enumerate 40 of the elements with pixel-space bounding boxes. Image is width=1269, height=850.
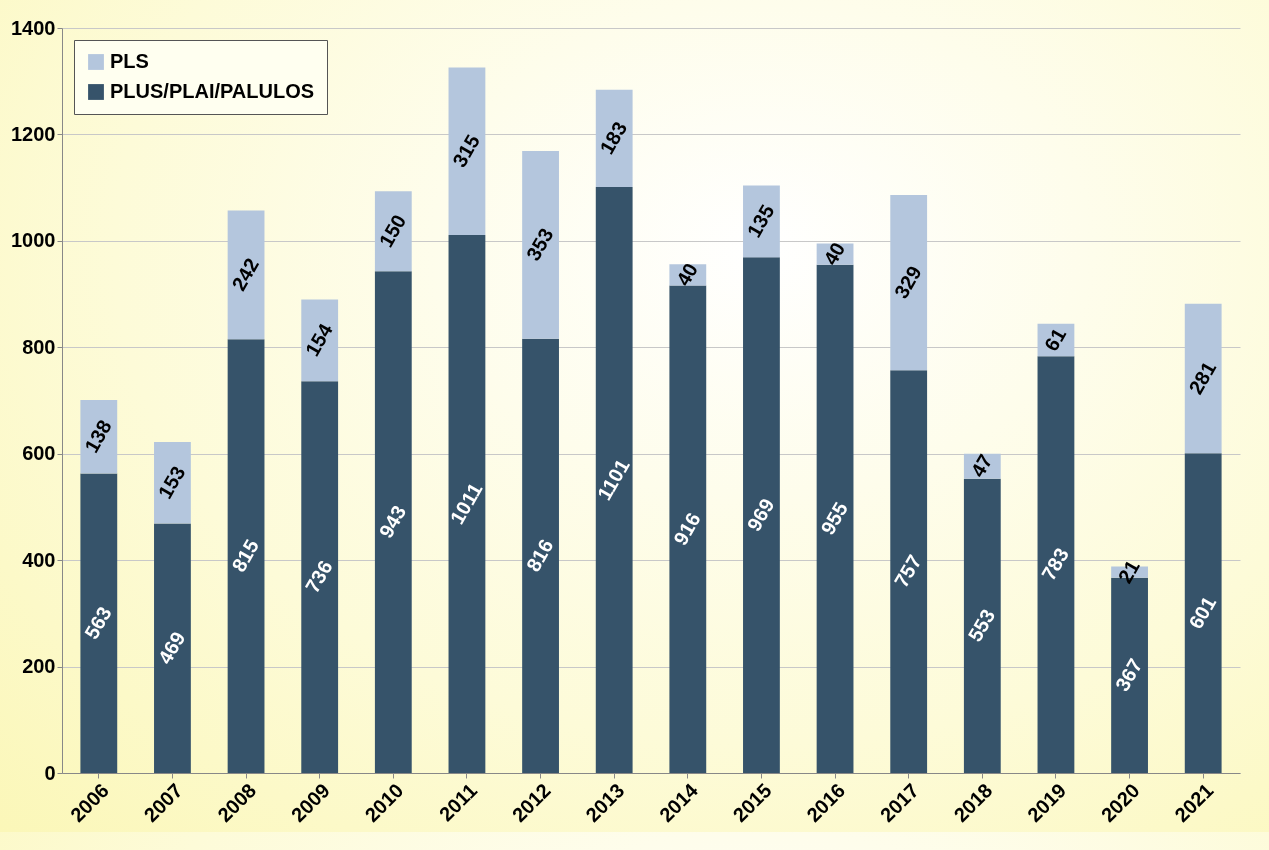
- data-label: 943: [374, 501, 411, 542]
- y-tick-label: 0: [44, 761, 56, 784]
- data-label: 138: [80, 416, 116, 457]
- data-label: 242: [227, 254, 264, 295]
- data-label: 353: [521, 224, 558, 265]
- y-tick-label: 400: [22, 548, 56, 571]
- legend-label: PLS: [110, 50, 149, 72]
- data-label: 367: [1110, 654, 1147, 695]
- data-label: 153: [153, 462, 190, 503]
- data-label: 469: [153, 627, 190, 668]
- data-label: 135: [742, 200, 779, 241]
- y-tick-label: 600: [22, 442, 56, 465]
- y-tick-label: 200: [22, 655, 56, 678]
- data-label: 154: [300, 319, 338, 360]
- data-label: 61: [1039, 324, 1071, 355]
- y-tick-label: 800: [22, 335, 56, 358]
- data-label: 816: [521, 535, 558, 576]
- data-label: 815: [227, 535, 264, 576]
- data-label: 40: [671, 259, 703, 290]
- data-label: 783: [1037, 544, 1073, 585]
- data-label: 281: [1184, 357, 1221, 398]
- data-label: 329: [889, 262, 926, 303]
- data-label: 955: [816, 498, 853, 539]
- data-label: 736: [300, 556, 337, 597]
- data-label: 601: [1184, 592, 1221, 633]
- data-label: 969: [742, 494, 779, 535]
- y-tick-label: 1200: [11, 122, 56, 145]
- data-label: 315: [448, 130, 484, 171]
- data-label: 150: [374, 210, 411, 251]
- data-label: 40: [819, 238, 850, 269]
- data-label: 47: [966, 450, 997, 481]
- legend-label: PLUS/PLAI/PALULOS: [110, 80, 315, 102]
- data-label: 553: [963, 605, 1000, 646]
- y-tick-label: 1000: [11, 229, 56, 252]
- data-label: 757: [889, 551, 926, 592]
- data-label: 563: [80, 602, 116, 643]
- data-label: 916: [669, 508, 705, 549]
- data-label: 21: [1113, 556, 1144, 587]
- y-tick-label: 1400: [11, 16, 56, 39]
- data-label: 183: [595, 117, 632, 158]
